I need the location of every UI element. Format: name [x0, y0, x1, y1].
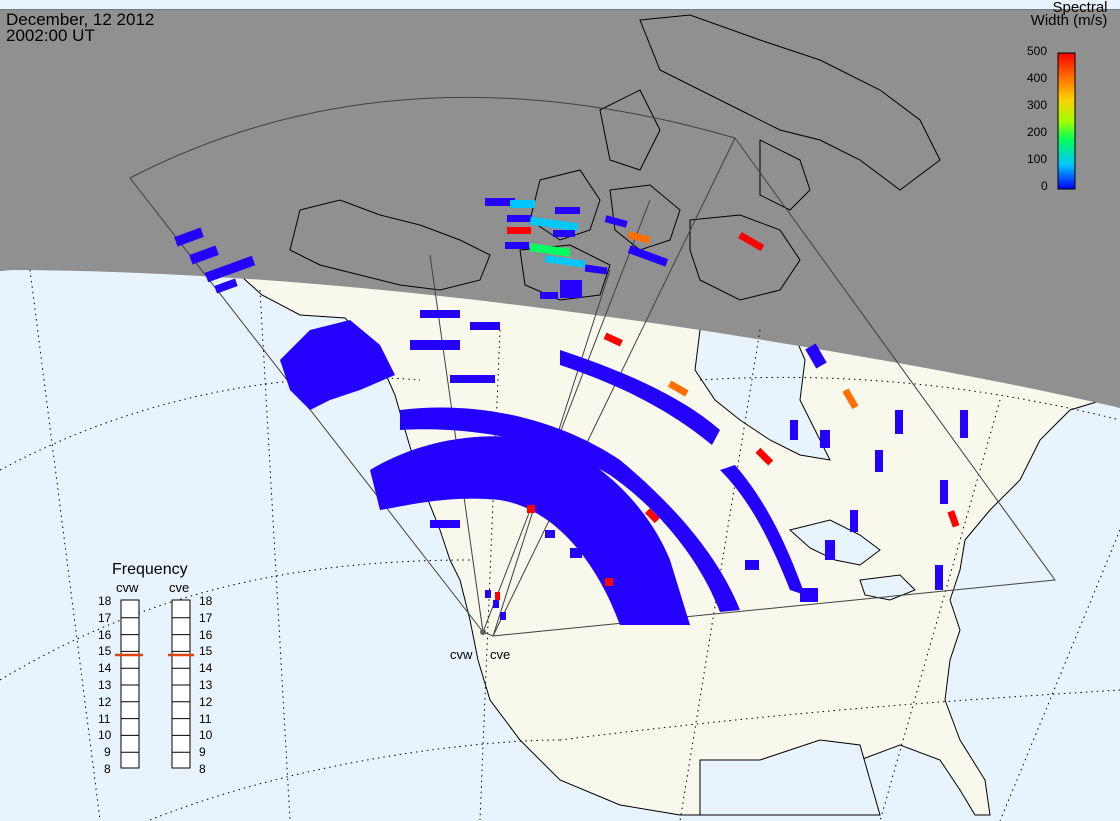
- site-label-cvw: cvw: [450, 647, 473, 662]
- echo-arc-3: [560, 350, 720, 445]
- frequency-tick-lines: [121, 617, 190, 753]
- frequency-tick-right: 18: [199, 594, 213, 608]
- echo-arc-main: [370, 436, 690, 625]
- time-label: 2002:00 UT: [6, 26, 95, 45]
- frequency-tick-left: 12: [98, 694, 112, 709]
- echo-cells: [280, 310, 968, 625]
- frequency-tick-right: 13: [199, 678, 213, 692]
- frequency-tick-right: 9: [199, 745, 206, 760]
- frequency-tick-left: 8: [104, 762, 111, 776]
- colorbar-tick: 300: [1027, 98, 1048, 112]
- cve-frequency-label: cve: [169, 580, 190, 595]
- frequency-tick-left: 17: [98, 610, 112, 625]
- radar-site-marker: [480, 629, 486, 635]
- frequency-tick-right: 16: [199, 627, 213, 642]
- frequency-tick-left: 9: [104, 745, 111, 760]
- echo-arc-4: [720, 465, 805, 595]
- echo-night-cells: [174, 198, 765, 299]
- echo-northwest-patch: [280, 320, 395, 410]
- echo-high-width: [495, 332, 960, 600]
- frequency-title: Frequency: [112, 561, 188, 578]
- frequency-tick-left: 13: [98, 678, 112, 692]
- arctic-coastlines: [289, 14, 941, 301]
- frequency-tick-right: 11: [199, 711, 212, 726]
- colorbar-tick: 100: [1027, 152, 1048, 166]
- site-label-cve: cve: [490, 647, 511, 662]
- frequency-tick-left: 10: [98, 728, 112, 743]
- frequency-tick-left: 18: [98, 594, 112, 608]
- frequency-tick-left: 15: [98, 644, 112, 659]
- frequency-tick-right: 12: [199, 694, 213, 709]
- date-label: December, 12 2012: [6, 10, 155, 29]
- cvw-frequency-scale: [120, 599, 140, 769]
- frequency-tick-left: 11: [98, 711, 111, 726]
- frequency-tick-right: 17: [199, 610, 213, 625]
- colorbar-tick: 0: [1041, 179, 1048, 193]
- cvw-frequency-label: cvw: [116, 580, 139, 595]
- frequency-tick-left: 16: [98, 627, 112, 642]
- gulf-of-mexico: [699, 739, 881, 816]
- colorbar-title-line2: Width (m/s): [1030, 12, 1108, 29]
- colorbar-tick: 200: [1027, 125, 1048, 139]
- frequency-tick-left: 14: [98, 661, 112, 676]
- colorbar-title-line1: Spectral: [1052, 0, 1108, 16]
- frequency-scales: [120, 599, 191, 769]
- echo-arc-outer: [400, 407, 740, 612]
- frequency-tick-right: 8: [199, 762, 206, 776]
- colorbar-tick: 500: [1027, 44, 1048, 58]
- frequency-tick-right: 15: [199, 644, 213, 659]
- frequency-tick-right: 10: [199, 728, 213, 743]
- colorbar-tick: 400: [1027, 71, 1048, 85]
- frequency-tick-right: 14: [199, 661, 213, 676]
- cve-frequency-scale: [171, 599, 191, 769]
- spectral-width-colorbar: [1057, 52, 1076, 190]
